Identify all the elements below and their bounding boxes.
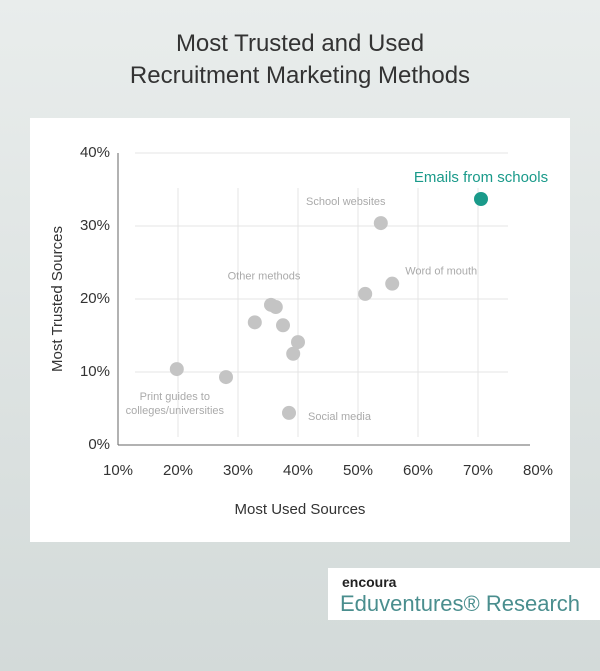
point bbox=[474, 191, 488, 206]
point bbox=[247, 315, 262, 330]
point bbox=[219, 370, 233, 385]
y-tick-label: 30% bbox=[80, 217, 110, 234]
brand: encoura bbox=[342, 574, 397, 590]
point-label: Emails from schools bbox=[414, 169, 548, 186]
publisher: Eduventures® Research bbox=[340, 591, 581, 616]
point bbox=[268, 300, 283, 315]
point-label: Print guides to bbox=[140, 391, 210, 403]
y-tick-label: 10% bbox=[80, 363, 110, 380]
x-tick-label: 20% bbox=[163, 462, 193, 479]
point-label: School websites bbox=[306, 196, 386, 208]
y-tick-label: 0% bbox=[88, 436, 110, 453]
x-axis-label: Most Used Sources bbox=[235, 501, 366, 518]
x-tick-label: 80% bbox=[523, 462, 553, 479]
x-tick-label: 40% bbox=[283, 462, 313, 479]
x-tick-label: 30% bbox=[223, 462, 253, 479]
x-tick-label: 50% bbox=[343, 462, 373, 479]
y-axis-label: Most Trusted Sources bbox=[49, 226, 66, 372]
y-tick-label: 20% bbox=[80, 290, 110, 307]
point bbox=[286, 346, 301, 361]
point-label: Other methods bbox=[228, 271, 301, 283]
point bbox=[358, 286, 373, 301]
point-label: Word of mouth bbox=[405, 266, 477, 278]
point bbox=[276, 318, 290, 333]
x-tick-label: 10% bbox=[103, 462, 133, 479]
x-tick-label: 60% bbox=[403, 462, 433, 479]
chart-title: Recruitment Marketing Methods bbox=[129, 62, 471, 89]
point-label: colleges/universities bbox=[126, 405, 225, 417]
point bbox=[373, 216, 388, 231]
point-label: Social media bbox=[308, 411, 372, 423]
point bbox=[385, 276, 400, 291]
point bbox=[291, 335, 305, 350]
y-tick-label: 40% bbox=[80, 144, 110, 161]
x-tick-label: 70% bbox=[463, 462, 493, 479]
chart-title: Most Trusted and Used bbox=[175, 30, 425, 57]
point bbox=[169, 362, 184, 377]
chart-card bbox=[30, 118, 570, 542]
point bbox=[282, 405, 296, 420]
footer-logo: encoura Eduventures® Research bbox=[328, 568, 600, 620]
